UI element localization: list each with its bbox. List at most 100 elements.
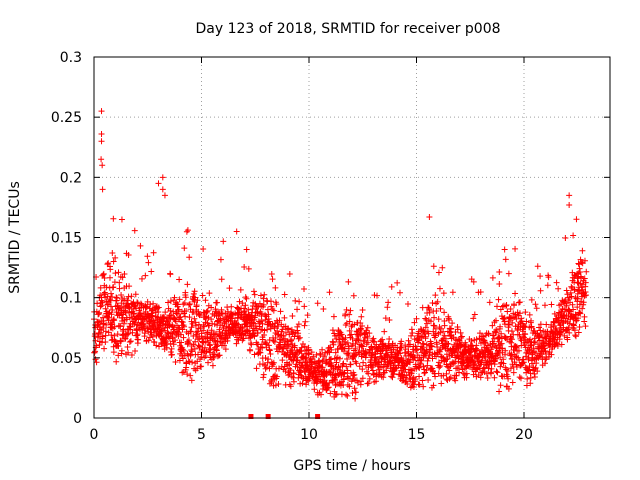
data-point (423, 348, 430, 355)
data-point (443, 370, 450, 377)
data-point (105, 314, 112, 321)
data-point (113, 294, 120, 301)
data-point (92, 348, 99, 355)
data-point (516, 299, 523, 306)
data-point (179, 319, 186, 326)
data-point (359, 322, 366, 329)
data-point (441, 332, 448, 339)
data-point (206, 322, 213, 329)
data-point (528, 296, 535, 303)
data-point (498, 330, 505, 337)
data-point (106, 274, 113, 281)
data-point (345, 352, 352, 359)
data-point (516, 310, 523, 317)
data-point (416, 364, 423, 371)
data-point (347, 361, 354, 368)
data-point (261, 327, 268, 334)
data-point (267, 298, 274, 305)
data-point (184, 371, 191, 378)
data-point (460, 342, 467, 349)
data-point (571, 327, 578, 334)
data-point (331, 332, 338, 339)
data-point (492, 355, 499, 362)
data-point (167, 307, 174, 314)
data-point (452, 377, 459, 384)
data-point (184, 281, 191, 288)
data-point (576, 309, 583, 316)
spike-point (155, 180, 162, 187)
data-point (206, 349, 213, 356)
data-point (241, 264, 248, 271)
data-point (577, 310, 584, 317)
data-point (507, 352, 514, 359)
data-point (305, 346, 312, 353)
spike-point (566, 202, 573, 209)
data-point (181, 245, 188, 252)
data-point (344, 367, 351, 374)
data-point (348, 331, 355, 338)
data-point (567, 289, 574, 296)
data-point (566, 320, 573, 327)
data-point (576, 265, 583, 272)
data-point (508, 328, 515, 335)
data-point (309, 361, 316, 368)
data-point (429, 355, 436, 362)
data-point (493, 368, 500, 375)
data-point (93, 359, 100, 366)
data-point (419, 344, 426, 351)
data-point (319, 358, 326, 365)
data-point (103, 321, 110, 328)
data-point (237, 286, 244, 293)
data-point (176, 314, 183, 321)
data-point (191, 315, 198, 322)
data-point (404, 381, 411, 388)
data-point (265, 356, 272, 363)
data-point (318, 391, 325, 398)
data-point (388, 283, 395, 290)
data-point (261, 291, 268, 298)
x-tick-labels: 0 5 10 15 20 (90, 427, 533, 443)
axis-ticks (93, 56, 610, 419)
data-point (499, 303, 506, 310)
data-point (505, 375, 512, 382)
data-point (308, 349, 315, 356)
data-point (175, 306, 182, 313)
data-point (349, 335, 356, 342)
data-point (570, 322, 577, 329)
spike-point (566, 192, 573, 199)
data-point (145, 337, 152, 344)
data-point (292, 297, 299, 304)
data-point (390, 370, 397, 377)
data-point (208, 316, 215, 323)
data-point (437, 362, 444, 369)
data-point (317, 351, 324, 358)
data-point (511, 301, 518, 308)
data-point (271, 338, 278, 345)
data-point (185, 337, 192, 344)
data-point (501, 314, 508, 321)
data-point (121, 335, 128, 342)
data-point (200, 327, 207, 334)
spike-point (501, 246, 508, 253)
data-point (238, 323, 245, 330)
data-point (167, 298, 174, 305)
data-point (321, 353, 328, 360)
data-point (382, 315, 389, 322)
data-point (416, 337, 423, 344)
data-point (220, 238, 227, 245)
data-point (99, 299, 106, 306)
spike-point (159, 186, 166, 193)
data-point (409, 330, 416, 337)
data-point (186, 314, 193, 321)
data-point (571, 272, 578, 279)
data-point (178, 318, 185, 325)
data-point (224, 308, 231, 315)
data-point (267, 351, 274, 358)
data-point (527, 336, 534, 343)
data-point (513, 364, 520, 371)
data-point (131, 227, 138, 234)
data-point (503, 302, 510, 309)
data-point (555, 285, 562, 292)
data-point (576, 309, 583, 316)
data-point (140, 322, 147, 329)
